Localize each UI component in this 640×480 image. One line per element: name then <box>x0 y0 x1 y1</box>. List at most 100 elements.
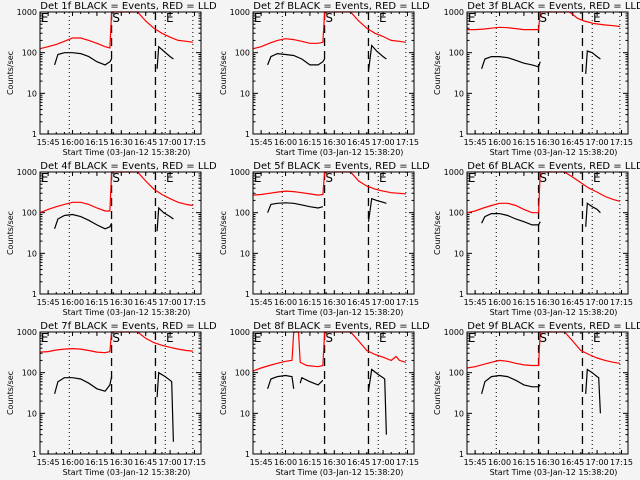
events-series-line <box>267 197 387 222</box>
x-tick-label: 15:45 <box>250 298 273 307</box>
x-tick-label: 16:15 <box>298 458 321 467</box>
plot-frame <box>466 11 629 135</box>
marker-label-e: E <box>468 11 476 25</box>
y-axis-label: Counts/sec <box>433 211 442 255</box>
x-tick-label: 16:00 <box>61 138 84 147</box>
events-series-line <box>54 371 174 442</box>
y-tick-label: 100 <box>449 49 464 58</box>
x-axis-label: Start Time (03-Jan-12 15:38:20) <box>63 148 191 157</box>
y-tick-label: 1 <box>245 450 250 459</box>
plot-frame <box>39 331 202 455</box>
y-tick-label: 1 <box>32 290 37 299</box>
marker-label-s: S <box>539 171 547 185</box>
y-tick-label: 10 <box>240 249 250 258</box>
x-tick-label: 17:15 <box>396 298 419 307</box>
x-tick-label: 15:45 <box>250 458 273 467</box>
x-tick-label: 15:45 <box>250 138 273 147</box>
lld-series-line <box>39 331 193 354</box>
x-axis-label: Start Time (03-Jan-12 15:38:20) <box>63 308 191 317</box>
x-tick-label: 16:15 <box>298 138 321 147</box>
y-axis-label: Counts/sec <box>219 51 228 95</box>
x-tick-label: 16:00 <box>61 458 84 467</box>
y-axis-label: Counts/sec <box>219 211 228 255</box>
y-tick-label: 1000 <box>444 328 464 337</box>
y-tick-label: 10 <box>454 89 464 98</box>
x-tick-label: 16:30 <box>323 458 346 467</box>
y-tick-label: 1000 <box>444 168 464 177</box>
lld-series-line <box>467 11 620 31</box>
x-tick-label: 17:15 <box>183 458 206 467</box>
x-tick-label: 17:15 <box>396 458 419 467</box>
x-tick-label: 16:00 <box>61 298 84 307</box>
y-axis-label: Counts/sec <box>6 51 15 95</box>
x-tick-label: 16:00 <box>274 458 297 467</box>
y-tick-label: 1000 <box>17 8 37 17</box>
marker-label-e: E <box>593 171 601 185</box>
x-tick-label: 17:00 <box>372 298 395 307</box>
y-tick-label: 1 <box>459 290 464 299</box>
panel-3: Det 3f BLACK = Events, RED = LLD Counts/s… <box>433 1 640 157</box>
y-tick-label: 1 <box>459 130 464 139</box>
marker-label-e: E <box>166 171 174 185</box>
events-series-line <box>481 202 601 227</box>
marker-label-e: E <box>468 331 476 345</box>
y-tick-label: 1000 <box>17 328 37 337</box>
x-tick-label: 17:00 <box>586 458 609 467</box>
panel-title: Det 1f BLACK = Events, RED = LLD <box>40 1 217 12</box>
x-tick-label: 15:45 <box>464 138 487 147</box>
x-tick-label: 16:00 <box>274 138 297 147</box>
marker-label-e: E <box>593 331 601 345</box>
y-axis-label: Counts/sec <box>433 51 442 95</box>
marker-label-e: E <box>254 11 262 25</box>
panel-title: Det 7f BLACK = Events, RED = LLD <box>40 321 217 332</box>
plot-frame <box>252 171 415 295</box>
marker-label-e: E <box>379 331 387 345</box>
marker-label-e: E <box>593 11 601 25</box>
x-tick-label: 17:00 <box>159 458 182 467</box>
x-axis-label: Start Time (03-Jan-12 15:38:20) <box>276 468 404 477</box>
x-tick-label: 16:00 <box>488 458 511 467</box>
lld-series-line <box>466 171 621 214</box>
lld-series-line <box>252 331 407 372</box>
x-tick-label: 16:45 <box>134 458 157 467</box>
x-axis-label: Start Time (03-Jan-12 15:38:20) <box>276 308 404 317</box>
panel-2: Det 2f BLACK = Events, RED = LLD Counts/s… <box>219 1 430 157</box>
events-series-line <box>267 368 387 435</box>
marker-label-e: E <box>41 11 49 25</box>
x-tick-label: 16:30 <box>110 138 133 147</box>
x-tick-label: 17:00 <box>159 298 182 307</box>
marker-label-s: S <box>325 11 333 25</box>
y-tick-label: 10 <box>240 409 250 418</box>
marker-label-s: S <box>325 331 333 345</box>
x-axis-label: Start Time (03-Jan-12 15:38:20) <box>490 308 618 317</box>
panel-title: Det 4f BLACK = Events, RED = LLD <box>40 161 217 172</box>
x-tick-label: 17:15 <box>610 458 633 467</box>
x-tick-label: 16:30 <box>537 458 560 467</box>
x-tick-label: 16:15 <box>298 298 321 307</box>
panel-4: Det 4f BLACK = Events, RED = LLD Counts/s… <box>6 161 217 317</box>
y-tick-label: 10 <box>27 89 37 98</box>
marker-label-s: S <box>112 11 120 25</box>
y-tick-label: 10 <box>454 409 464 418</box>
panel-5: Det 5f BLACK = Events, RED = LLD Counts/s… <box>219 161 430 317</box>
panel-title: Det 9f BLACK = Events, RED = LLD <box>467 321 640 332</box>
events-series-line <box>481 50 601 74</box>
plot-frame <box>466 171 629 295</box>
x-tick-label: 15:45 <box>464 298 487 307</box>
plot-frame <box>39 11 202 135</box>
marker-label-e: E <box>379 171 387 185</box>
plot-frame <box>252 331 415 455</box>
x-tick-label: 16:30 <box>537 298 560 307</box>
x-tick-label: 16:30 <box>110 298 133 307</box>
y-axis-label: Counts/sec <box>433 371 442 415</box>
x-tick-label: 17:00 <box>159 138 182 147</box>
y-tick-label: 10 <box>454 249 464 258</box>
marker-label-e: E <box>254 331 262 345</box>
panel-title: Det 6f BLACK = Events, RED = LLD <box>467 161 640 172</box>
marker-label-s: S <box>539 331 547 345</box>
marker-label-e: E <box>166 11 174 25</box>
panel-title: Det 8f BLACK = Events, RED = LLD <box>253 321 430 332</box>
x-tick-label: 15:45 <box>37 298 60 307</box>
lld-series-line <box>466 331 620 369</box>
